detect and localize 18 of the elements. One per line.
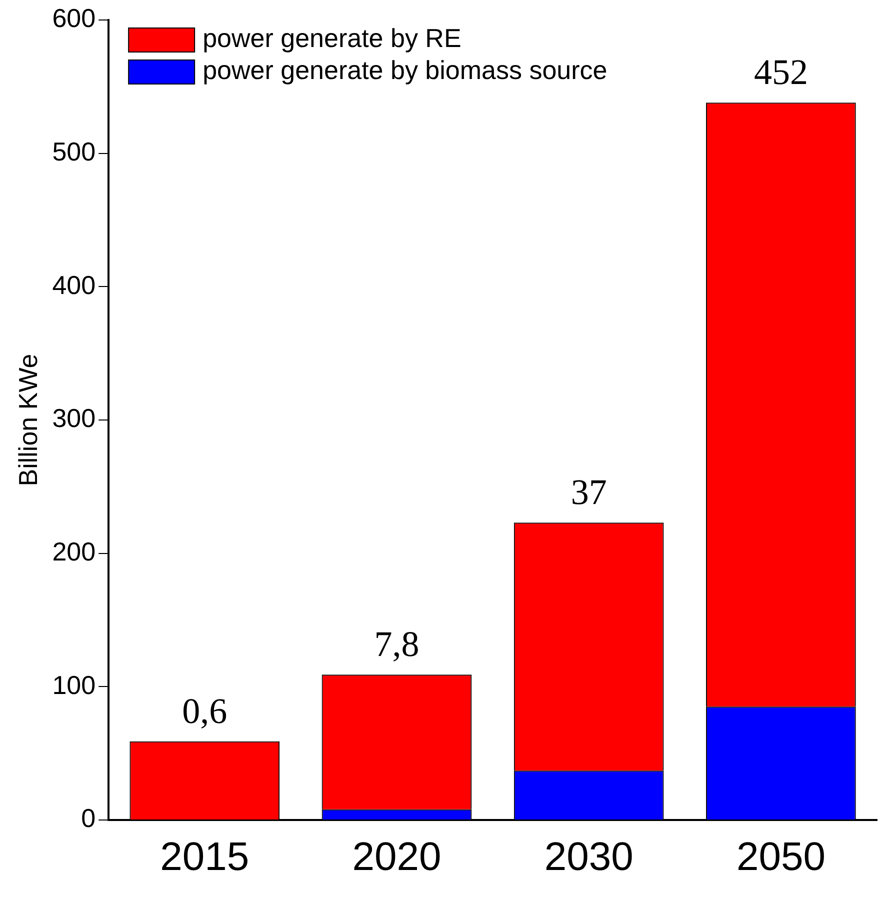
y-axis-title: Billion KWe (12, 354, 43, 486)
y-tick-label: 200 (52, 536, 96, 567)
y-tick-label: 0 (81, 803, 96, 834)
y-tick-label: 100 (52, 670, 96, 700)
y-tick-label: 600 (52, 3, 96, 34)
y-tick-label: 500 (52, 136, 96, 167)
legend-label: power generate by RE (202, 23, 462, 54)
annotation: 452 (754, 52, 808, 92)
annotation: 7,8 (374, 624, 420, 664)
x-tick-label: 2050 (736, 835, 826, 880)
x-tick-label: 2015 (160, 835, 250, 880)
x-tick-label: 2030 (544, 835, 634, 880)
annotation: 0,6 (182, 690, 228, 731)
x-tick-label: 2020 (352, 835, 442, 880)
annotation: 37 (570, 472, 607, 512)
legend-label: power generate by biomass source (202, 55, 608, 86)
y-tick-label: 400 (52, 270, 96, 300)
y-tick-label: 300 (52, 403, 96, 434)
